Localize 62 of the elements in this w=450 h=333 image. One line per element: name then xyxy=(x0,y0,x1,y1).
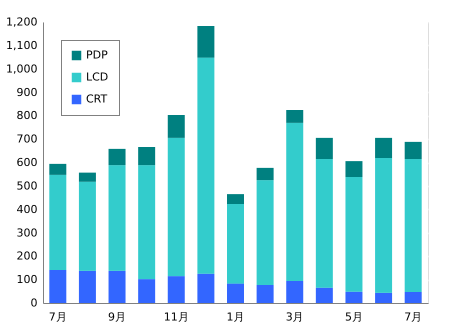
bar xyxy=(227,284,244,303)
y-tick-label: 700 xyxy=(16,132,38,146)
y-tick-label: 800 xyxy=(16,109,38,122)
bar xyxy=(375,158,392,293)
bar xyxy=(227,194,244,204)
bar xyxy=(49,174,66,270)
bar xyxy=(256,284,274,303)
y-tick-label: 400 xyxy=(16,202,38,216)
y-tick-label: 600 xyxy=(16,156,38,169)
x-tick-label: 9月 xyxy=(108,310,126,324)
bar xyxy=(197,58,214,274)
bar xyxy=(316,138,333,159)
bar xyxy=(108,165,126,271)
bar xyxy=(108,270,126,303)
x-tick-label: 7月 xyxy=(48,310,67,324)
x-tick-label: 11月 xyxy=(164,310,189,324)
y-tick-label: 1,000 xyxy=(6,62,38,76)
bar xyxy=(375,292,392,303)
legend-label: PDP xyxy=(86,48,108,62)
bar xyxy=(108,148,126,166)
x-tick-label: 7月 xyxy=(404,310,422,324)
y-tick-label: 300 xyxy=(16,226,38,240)
bar xyxy=(345,161,362,178)
bar xyxy=(138,279,156,303)
bar xyxy=(345,177,362,292)
bar xyxy=(138,147,156,166)
bar xyxy=(227,204,244,284)
y-tick-label: 1,100 xyxy=(6,38,38,52)
y-tick-label: 900 xyxy=(16,86,38,99)
bar xyxy=(256,168,274,180)
bar xyxy=(138,165,156,280)
bar xyxy=(78,270,96,303)
bar xyxy=(404,292,422,303)
x-tick-label: 3月 xyxy=(286,310,304,324)
legend-label: LCD xyxy=(86,70,108,84)
bar xyxy=(286,280,304,303)
bar xyxy=(78,172,96,182)
y-tick-label: 500 xyxy=(16,179,38,192)
bar xyxy=(404,142,422,159)
bar xyxy=(49,270,66,303)
bar xyxy=(316,288,333,303)
bar xyxy=(316,158,333,288)
bar xyxy=(197,274,214,303)
bar xyxy=(168,276,185,303)
bar xyxy=(197,26,214,58)
x-tick-label: 5月 xyxy=(344,310,363,324)
bar xyxy=(256,180,274,285)
bar xyxy=(168,114,185,138)
bar xyxy=(168,138,185,276)
bar xyxy=(375,138,392,158)
y-tick-label: 200 xyxy=(16,250,38,263)
bar xyxy=(78,182,96,271)
bar xyxy=(49,164,66,175)
bar xyxy=(404,158,422,292)
bar xyxy=(286,122,304,281)
bar xyxy=(286,110,304,123)
legend-label: CRT xyxy=(86,92,108,106)
bar xyxy=(345,292,362,303)
y-tick-label: 100 xyxy=(16,273,38,286)
x-tick-label: 1月 xyxy=(226,310,244,324)
y-tick-label: 0 xyxy=(30,296,38,310)
y-tick-label: 1,200 xyxy=(6,16,38,28)
